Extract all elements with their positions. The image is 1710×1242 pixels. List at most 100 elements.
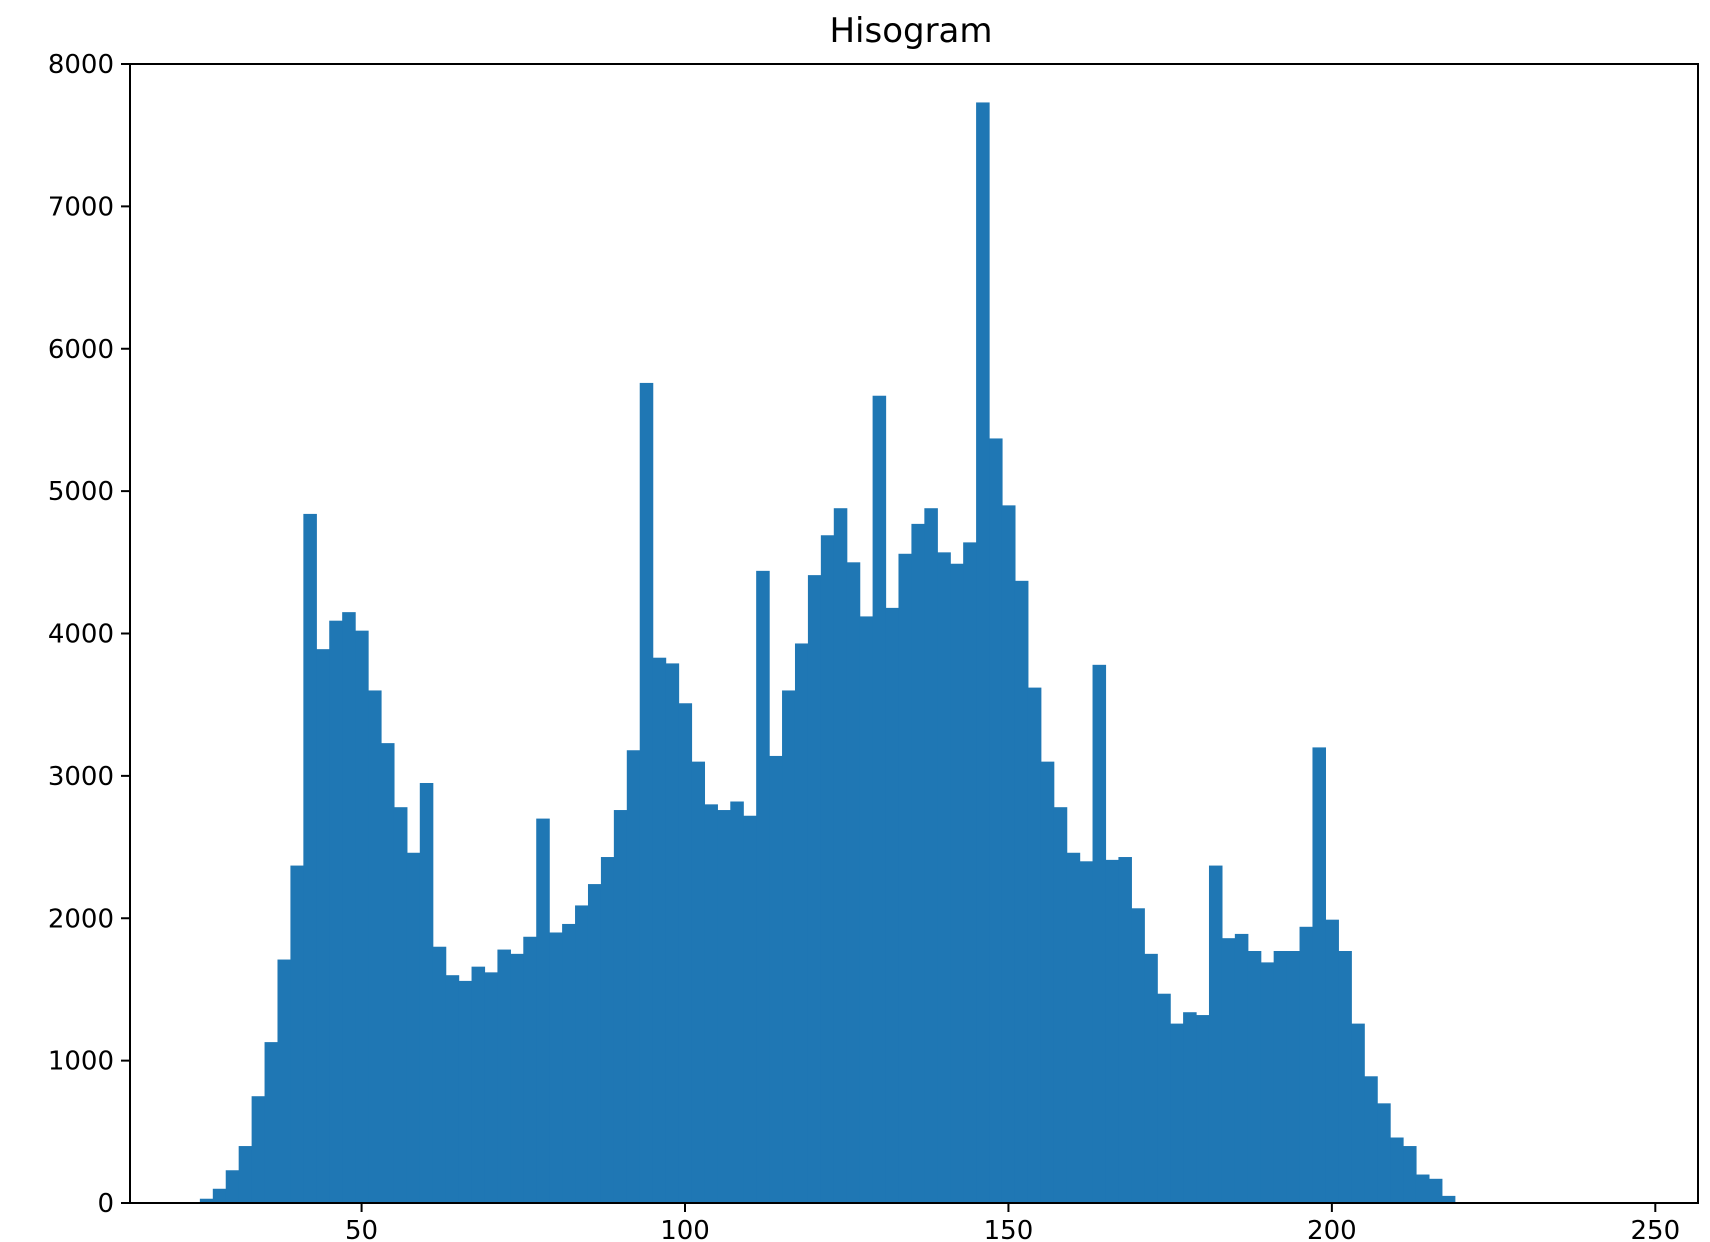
histogram-bar [458,980,473,1203]
histogram-bar [471,966,486,1203]
histogram-bar [1105,859,1120,1203]
histogram-bar [432,946,447,1203]
histogram-bar [691,761,706,1203]
histogram-bar [355,630,369,1203]
histogram-bar [497,949,511,1203]
y-tick-label: 3000 [48,762,114,792]
histogram-bar [1351,1023,1365,1203]
histogram-bar [937,552,951,1203]
y-tick-label: 7000 [48,192,114,222]
histogram-bar [1403,1146,1417,1203]
histogram-bar [1066,852,1081,1203]
histogram-bar [756,570,770,1203]
histogram-bar [950,563,964,1203]
y-tick-label: 2000 [48,904,114,934]
histogram-bar [1131,908,1145,1203]
histogram-bar [1234,933,1249,1203]
histogram-bar [1144,953,1158,1203]
histogram-bar [626,750,641,1203]
histogram-bar [743,815,757,1203]
y-axis-ticks: 0 1000 2000 3000 4000 5000 6000 7000 8000 [48,50,130,1219]
histogram-bar [1286,950,1301,1203]
histogram-bar [1299,926,1314,1203]
histogram-bar [419,782,434,1203]
histogram-bar [898,553,913,1203]
histogram-bar [1428,1178,1443,1203]
histogram-bar [484,972,499,1203]
y-tick-label: 0 [97,1189,114,1219]
y-tick-label: 6000 [48,335,114,365]
histogram-bar [1415,1174,1430,1203]
y-tick-label: 4000 [48,620,114,650]
histogram-bar [665,663,680,1203]
histogram-bar [717,810,731,1203]
histogram-bar [1208,865,1223,1203]
histogram-bar [1014,580,1029,1203]
histogram-bar [1196,1015,1210,1203]
y-tick-label: 1000 [48,1047,114,1077]
histogram-bar [303,513,317,1203]
histogram-bar [523,936,537,1203]
histogram-bar [1325,919,1339,1203]
histogram-bar [678,703,693,1203]
y-tick-label: 5000 [48,477,114,507]
histogram-bar [1260,962,1275,1203]
histogram-bar [1118,857,1132,1203]
histogram-bar [730,801,744,1203]
y-tick-label: 8000 [48,50,114,80]
histogram-bar [329,620,343,1203]
histogram-bar [1040,761,1055,1203]
x-tick-label: 50 [345,1216,378,1242]
histogram-bar [833,508,848,1204]
histogram-bar [342,612,356,1203]
x-tick-label: 200 [1307,1216,1357,1242]
histogram-bar [1157,993,1171,1203]
histogram-bar [820,535,835,1203]
histogram-bar [924,508,938,1204]
histogram-bar [316,649,330,1203]
histogram-bar [1390,1137,1404,1203]
histogram-bar [769,755,783,1203]
histogram-bar [1441,1195,1456,1203]
histogram-bar [1079,861,1094,1203]
histogram-bar [1312,747,1327,1203]
histogram-bar [1001,505,1016,1203]
histogram-bar [212,1188,227,1203]
histogram-bar [963,542,977,1203]
histogram-bar [859,616,874,1203]
histogram-bar [613,810,628,1203]
histogram-bar [562,923,576,1203]
histogram-bar [587,884,602,1203]
histogram-bar [290,865,304,1203]
histogram-bar [1170,1023,1184,1203]
x-tick-label: 250 [1630,1216,1680,1242]
histogram-bar [277,959,292,1203]
histogram-bar [782,690,796,1203]
histogram-bar [885,607,900,1203]
histogram-bar [1364,1076,1378,1203]
histogram-bar [393,807,408,1203]
histogram-bar [1338,950,1352,1203]
histogram-bar [794,643,809,1203]
histogram-bar [1053,807,1068,1203]
histogram-bar [911,523,925,1203]
histogram-bar [199,1198,214,1203]
histogram-bar [639,382,654,1203]
histogram-bar [251,1096,266,1203]
histogram-bar [846,562,861,1203]
histogram-bar [536,818,550,1203]
histogram-bar [368,690,382,1203]
histogram-bar [264,1042,279,1203]
histogram-bar [1183,1012,1197,1203]
plot-area-frame [129,63,1699,1204]
histogram-bar [1221,938,1236,1203]
histogram-bar [406,852,421,1203]
histogram-bar [1092,664,1107,1203]
histogram-bar [1027,687,1042,1203]
histogram-bar [1273,950,1288,1203]
histogram-bar [549,932,563,1203]
histogram-bar [1377,1103,1391,1203]
histogram-bar [225,1170,240,1203]
x-tick-label: 150 [984,1216,1034,1242]
